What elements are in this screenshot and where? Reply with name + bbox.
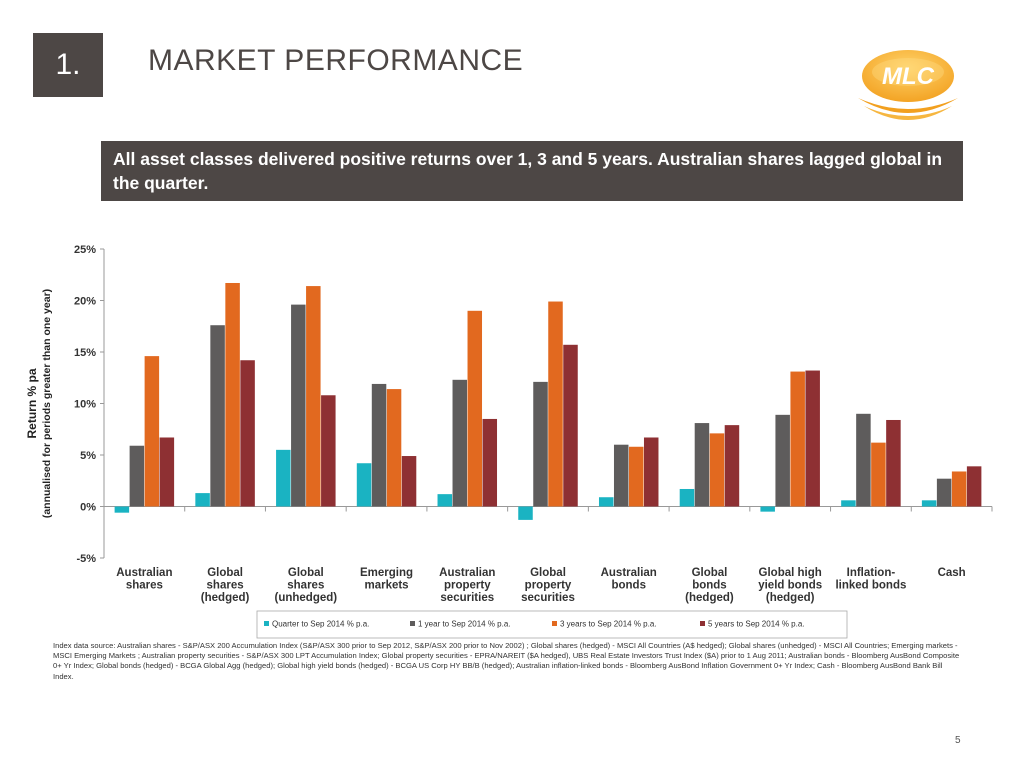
category-label: shares [207,580,244,592]
category-label: Cash [938,567,966,579]
legend-label: Quarter to Sep 2014 % p.a. [272,620,369,629]
bar [210,325,225,507]
mlc-logo: MLC [858,50,958,120]
bar [482,418,498,507]
y-tick-label: 0% [80,502,96,514]
legend-label: 1 year to Sep 2014 % p.a. [418,620,511,629]
bar [114,506,130,513]
category-label: Australian [601,567,657,579]
key-message-banner: All asset classes delivered positive ret… [101,141,963,201]
category-label: Global high [759,567,822,579]
bar [533,381,548,507]
logo-text: MLC [882,63,935,90]
bar [805,370,820,507]
bar [386,389,402,507]
bar [452,379,468,507]
section-number: 1. [55,48,81,81]
y-tick-label: 25% [74,244,96,256]
category-label: Australian [439,567,495,579]
bar [159,437,175,507]
bar [240,360,255,507]
category-label: shares [287,580,324,592]
bar [886,419,901,507]
bar [144,356,160,507]
bar [871,442,886,507]
y-tick-label: 10% [74,399,96,411]
bar [760,506,775,512]
source-note: Index data source: Australian shares - S… [53,641,960,681]
bar [563,344,578,507]
bar [775,414,790,507]
legend-swatch [264,621,269,626]
y-tick-label: 5% [80,450,96,462]
bar [628,446,644,507]
category-label: (hedged) [685,592,734,604]
category-label: yield bonds [758,580,822,592]
bar [225,282,240,507]
category-label: Global [207,567,243,579]
category-label: (hedged) [201,592,250,604]
category-label: Inflation- [847,567,896,579]
bar [966,466,982,507]
bar [306,286,321,507]
bar [694,423,710,507]
banner-text: All asset classes delivered positive ret… [113,149,943,193]
y-tick-label: 15% [74,347,96,359]
legend-swatch [410,621,415,626]
bar [437,494,453,507]
category-label: markets [364,580,408,592]
bar [841,500,856,507]
category-label: (unhedged) [275,592,338,604]
category-label: bonds [611,580,646,592]
category-label: property [525,580,572,592]
bar [195,493,210,507]
bar [643,437,659,507]
y-axis-sublabel: (annualised for periods greater than one… [41,289,53,518]
bar [356,463,372,507]
bar [129,445,145,507]
page-number: 5 [955,735,961,746]
category-label: Global [530,567,566,579]
bar [276,449,291,507]
category-label: property [444,580,491,592]
y-tick-label: 20% [74,296,96,308]
bar [467,310,483,507]
category-label: securities [521,592,575,604]
legend-label: 3 years to Sep 2014 % p.a. [560,620,657,629]
bar [679,488,695,507]
bar [321,395,336,507]
page-title: MARKET PERFORMANCE [148,44,524,77]
returns-bar-chart: -5% 0% 5% 10% 15% 20% 25% Return % pa (annualise… [25,244,993,639]
category-label: bonds [692,580,727,592]
bar [936,478,952,507]
section-number-box: 1. [33,33,103,97]
y-axis-label: Return % pa [25,368,39,438]
bar [598,497,614,507]
bar [548,301,563,507]
bar [790,371,805,507]
legend-swatch [700,621,705,626]
bar [921,500,937,507]
category-label: Emerging [360,567,413,579]
bar [371,383,387,507]
legend-swatch [552,621,557,626]
bar [613,444,629,507]
bar [401,456,417,507]
bar [518,506,533,520]
category-label: linked bonds [835,580,906,592]
category-label: Australian [116,567,172,579]
bar [291,304,306,507]
bar [951,471,967,507]
category-label: securities [440,592,494,604]
category-label: Global [288,567,324,579]
bar [724,425,740,507]
category-label: shares [126,580,163,592]
category-label: Global [692,567,728,579]
bar [856,413,871,507]
category-label: (hedged) [766,592,815,604]
y-tick-label: -5% [76,553,96,565]
bar [709,433,725,507]
legend-label: 5 years to Sep 2014 % p.a. [708,620,805,629]
